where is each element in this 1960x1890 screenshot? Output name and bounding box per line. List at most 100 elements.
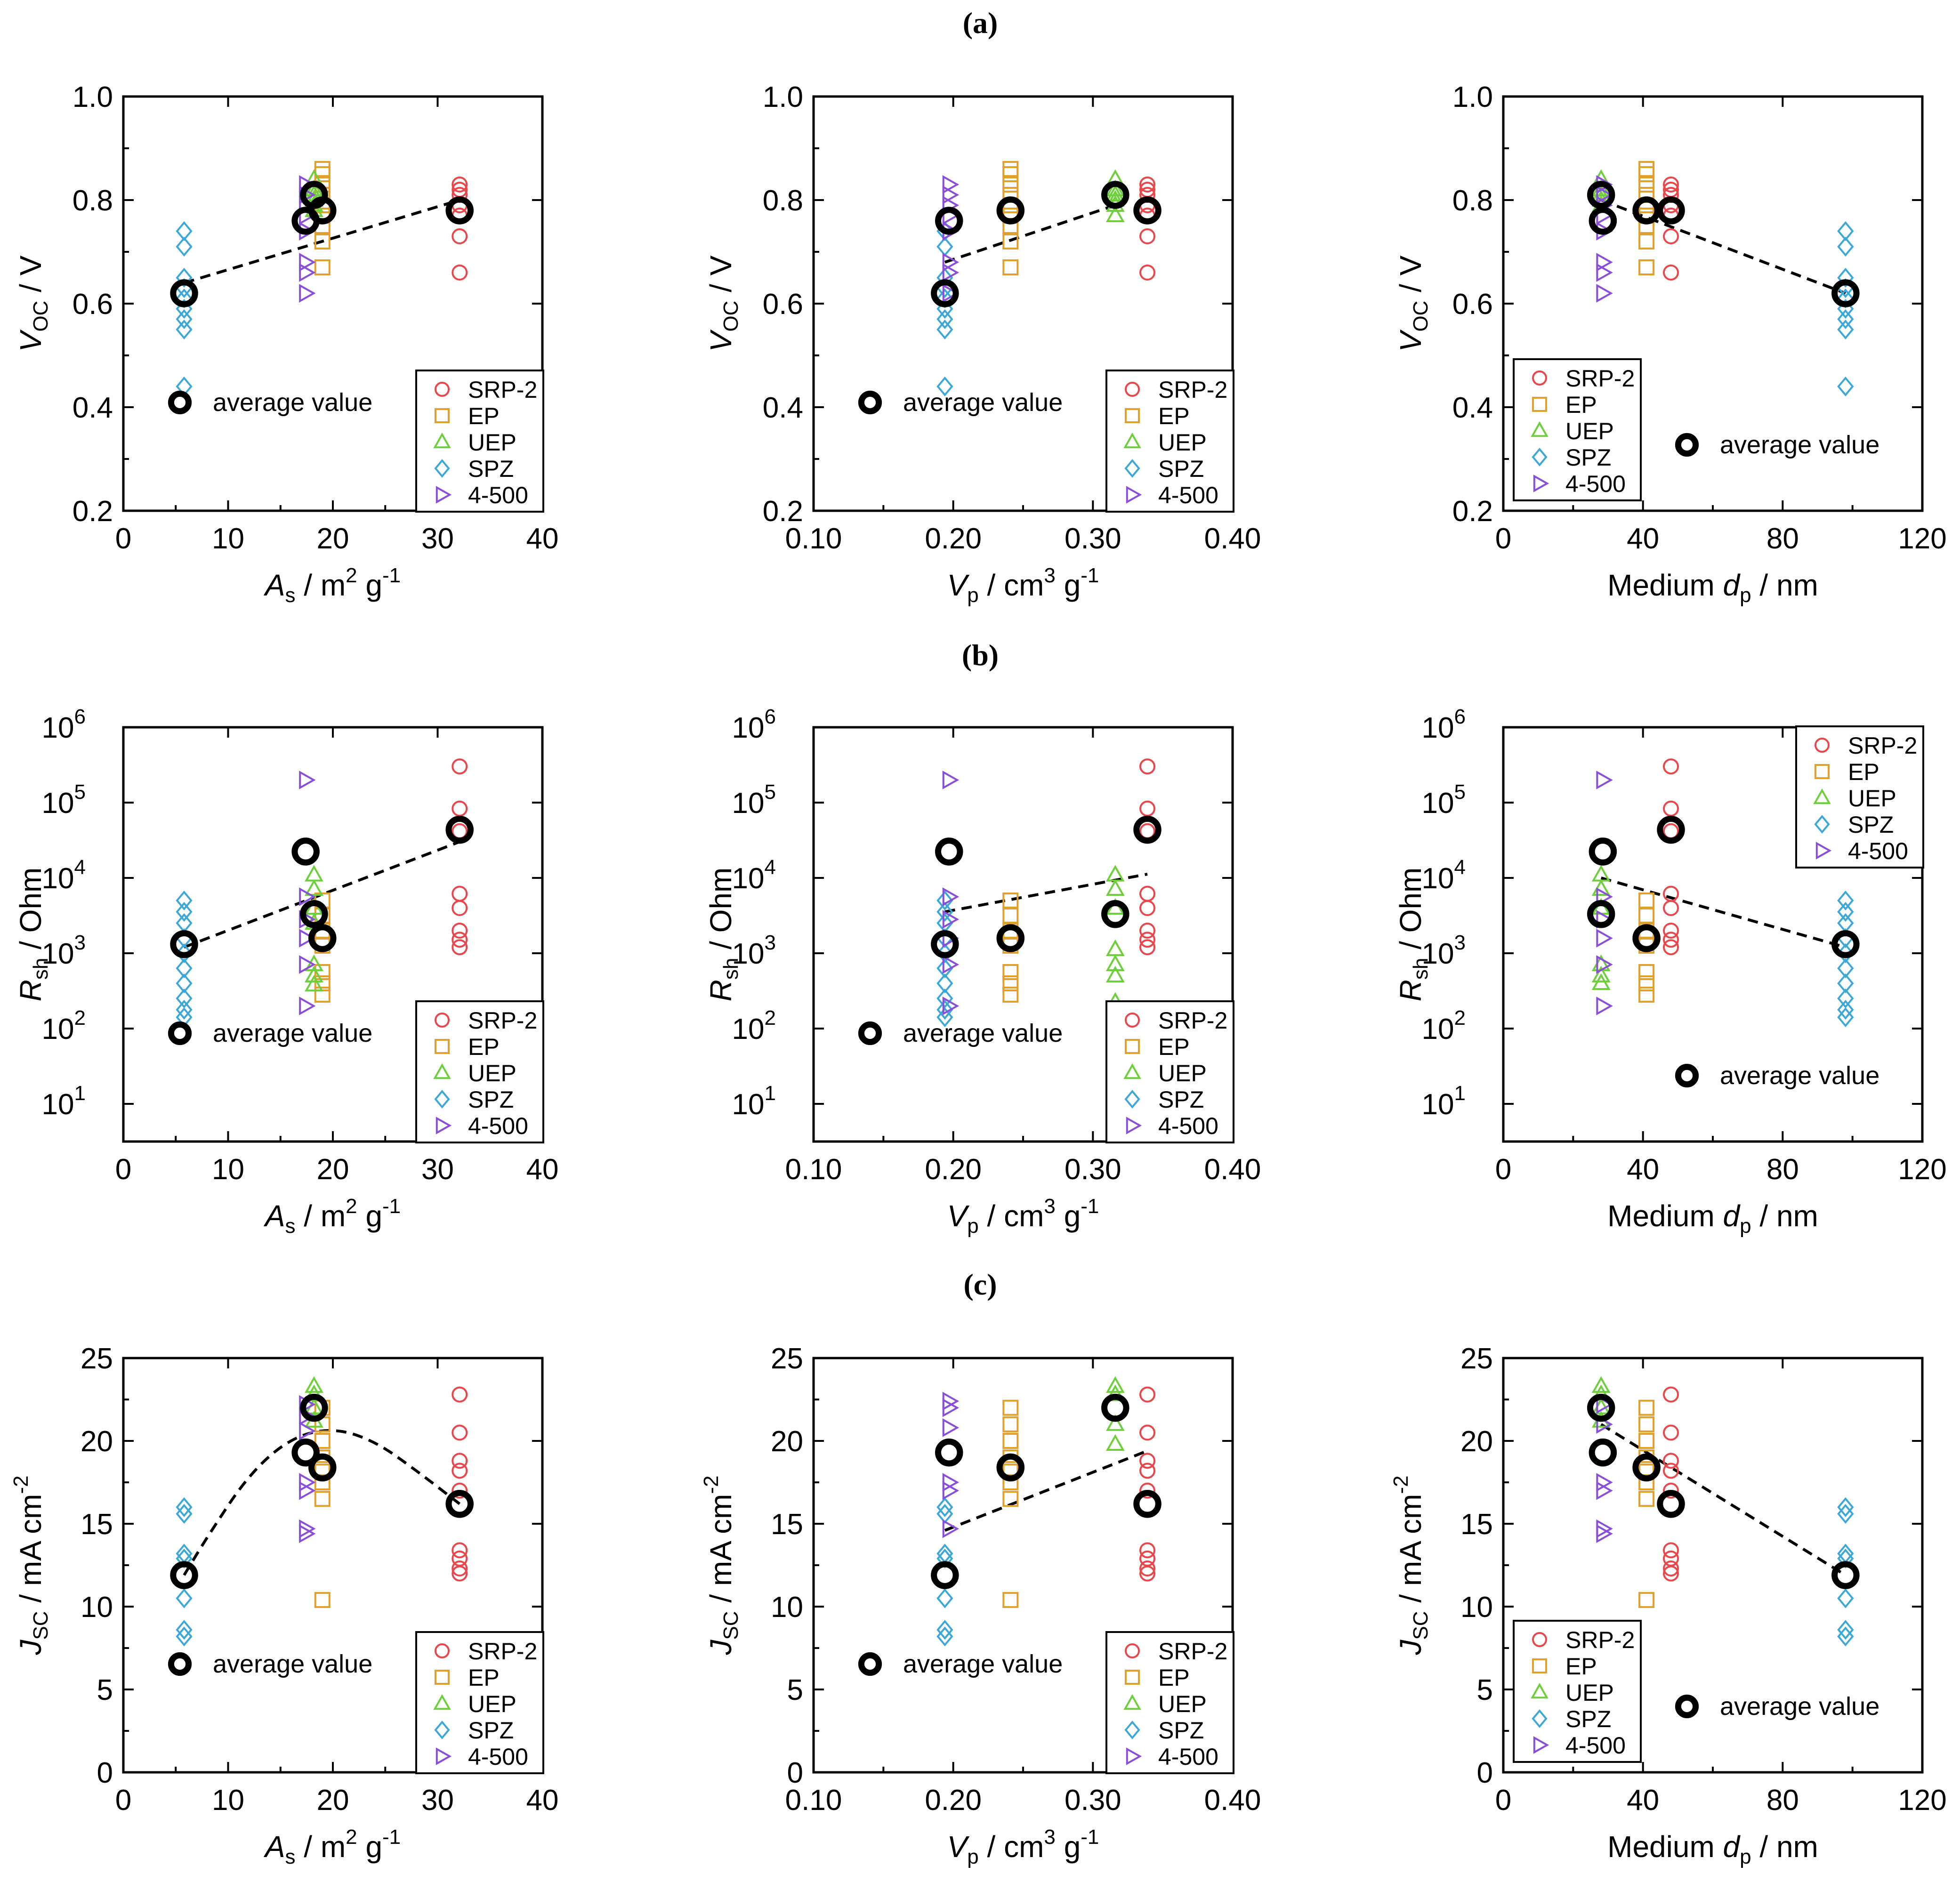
data-point [314, 964, 331, 980]
legend-marker [435, 1643, 450, 1658]
data-point [1139, 932, 1156, 948]
data-point [1002, 1474, 1019, 1490]
y-tick-label: 20 [771, 1425, 803, 1458]
average-legend: average value [858, 1019, 1063, 1047]
data-point [1638, 166, 1655, 182]
y-tick-label: 10 [81, 1591, 113, 1624]
data-point [936, 943, 953, 964]
y-tick-label: 25 [81, 1343, 113, 1375]
series-srp-2 [1663, 758, 1679, 956]
average-legend: average value [858, 388, 1063, 417]
data-point [314, 1491, 331, 1507]
average-point [1657, 1490, 1685, 1518]
data-point [1638, 1592, 1655, 1608]
data-point [1837, 1588, 1854, 1609]
legend-label: SRP-2 [468, 1007, 537, 1034]
average-point [935, 207, 963, 235]
chart-c2: 0.10 0.20 0.30 0.40 0 5 10 15 20 25 Vp / cm3 g-1 JS… [700, 1343, 1261, 1868]
y-tick-label: 104 [1422, 856, 1466, 895]
y-tick-label: 106 [42, 705, 86, 744]
average-legend-label: average value [213, 1019, 372, 1047]
x-tick-label: 0.30 [1065, 523, 1121, 555]
legend-marker [1532, 370, 1547, 386]
data-point [1596, 929, 1613, 948]
data-point [942, 1519, 960, 1538]
data-point [942, 175, 960, 194]
series-srp-2 [1139, 1386, 1156, 1582]
legend-label: EP [1848, 759, 1879, 785]
data-point [1002, 177, 1019, 193]
legend-label: SPZ [468, 1717, 514, 1744]
legend-marker [435, 1670, 450, 1685]
data-point [299, 771, 316, 789]
y-tick-label: 102 [732, 1006, 776, 1046]
series-spz [1837, 890, 1854, 1028]
data-point [1105, 939, 1125, 956]
average-legend-marker [858, 1652, 882, 1676]
y-tick-label: 0 [787, 1757, 803, 1789]
data-point [176, 1588, 193, 1609]
x-tick-label: 40 [1627, 523, 1659, 555]
data-point [1591, 965, 1611, 982]
y-tick-label: 1.0 [73, 81, 113, 113]
legend-label: 4-500 [1158, 1744, 1218, 1770]
data-point [1596, 955, 1613, 974]
data-point [1837, 319, 1854, 340]
legend-label: SPZ [468, 456, 514, 482]
y-tick-label: 0.2 [73, 495, 113, 528]
y-tick-label: 5 [1477, 1674, 1493, 1706]
legend-marker [1125, 1039, 1140, 1054]
average-point [996, 924, 1025, 952]
y-tick-label: 1.0 [1452, 81, 1493, 113]
legend-marker [436, 1747, 452, 1765]
data-point [936, 999, 953, 1020]
data-point [1596, 284, 1613, 303]
x-tick-label: 0.20 [925, 523, 982, 555]
data-point [1139, 1463, 1156, 1479]
chart-c1: 0 10 20 30 40 0 5 10 15 20 25 As / m2 g-1 JSC / mA c… [9, 1343, 558, 1868]
legend-label: EP [468, 403, 500, 429]
y-tick-label: 0.4 [73, 392, 113, 424]
data-point [299, 955, 316, 974]
average-legend-label: average value [1720, 1692, 1879, 1721]
average-point [170, 1561, 198, 1589]
legend-marker [1532, 1658, 1547, 1673]
data-point [452, 939, 468, 956]
x-tick-label: 0.40 [1204, 1153, 1261, 1186]
x-tick-label: 20 [317, 523, 349, 555]
data-point [1837, 1007, 1854, 1028]
data-point [1596, 1481, 1613, 1500]
data-point [936, 1588, 953, 1609]
average-legend-label: average value [903, 1650, 1063, 1678]
data-point [176, 309, 193, 330]
average-point [996, 1453, 1025, 1482]
x-tick-label: 0 [1495, 1153, 1511, 1186]
y-tick-label: 103 [42, 931, 86, 970]
average-legend: average value [168, 1650, 372, 1678]
data-point [1638, 259, 1655, 275]
data-point [176, 890, 193, 911]
data-point [1596, 185, 1613, 204]
data-point [1105, 1376, 1125, 1393]
legend-label: SPZ [1565, 444, 1611, 471]
legend-label: EP [1158, 1665, 1190, 1691]
average-point [1133, 1490, 1161, 1518]
x-tick-label: 30 [421, 1784, 454, 1817]
data-point [176, 319, 193, 340]
legend-label: UEP [1565, 1680, 1614, 1706]
data-point [1663, 932, 1679, 948]
data-point [1663, 1453, 1679, 1469]
data-point [936, 890, 953, 911]
data-point [1663, 1560, 1679, 1577]
series-4-500 [942, 1391, 960, 1538]
data-point [1663, 800, 1679, 817]
x-tick-label: 0.40 [1204, 1784, 1261, 1817]
legend-marker [1126, 1747, 1142, 1765]
series-srp-2 [1139, 758, 1156, 956]
average-point [300, 1393, 328, 1422]
average-point [1133, 815, 1161, 844]
data-point [176, 236, 193, 257]
